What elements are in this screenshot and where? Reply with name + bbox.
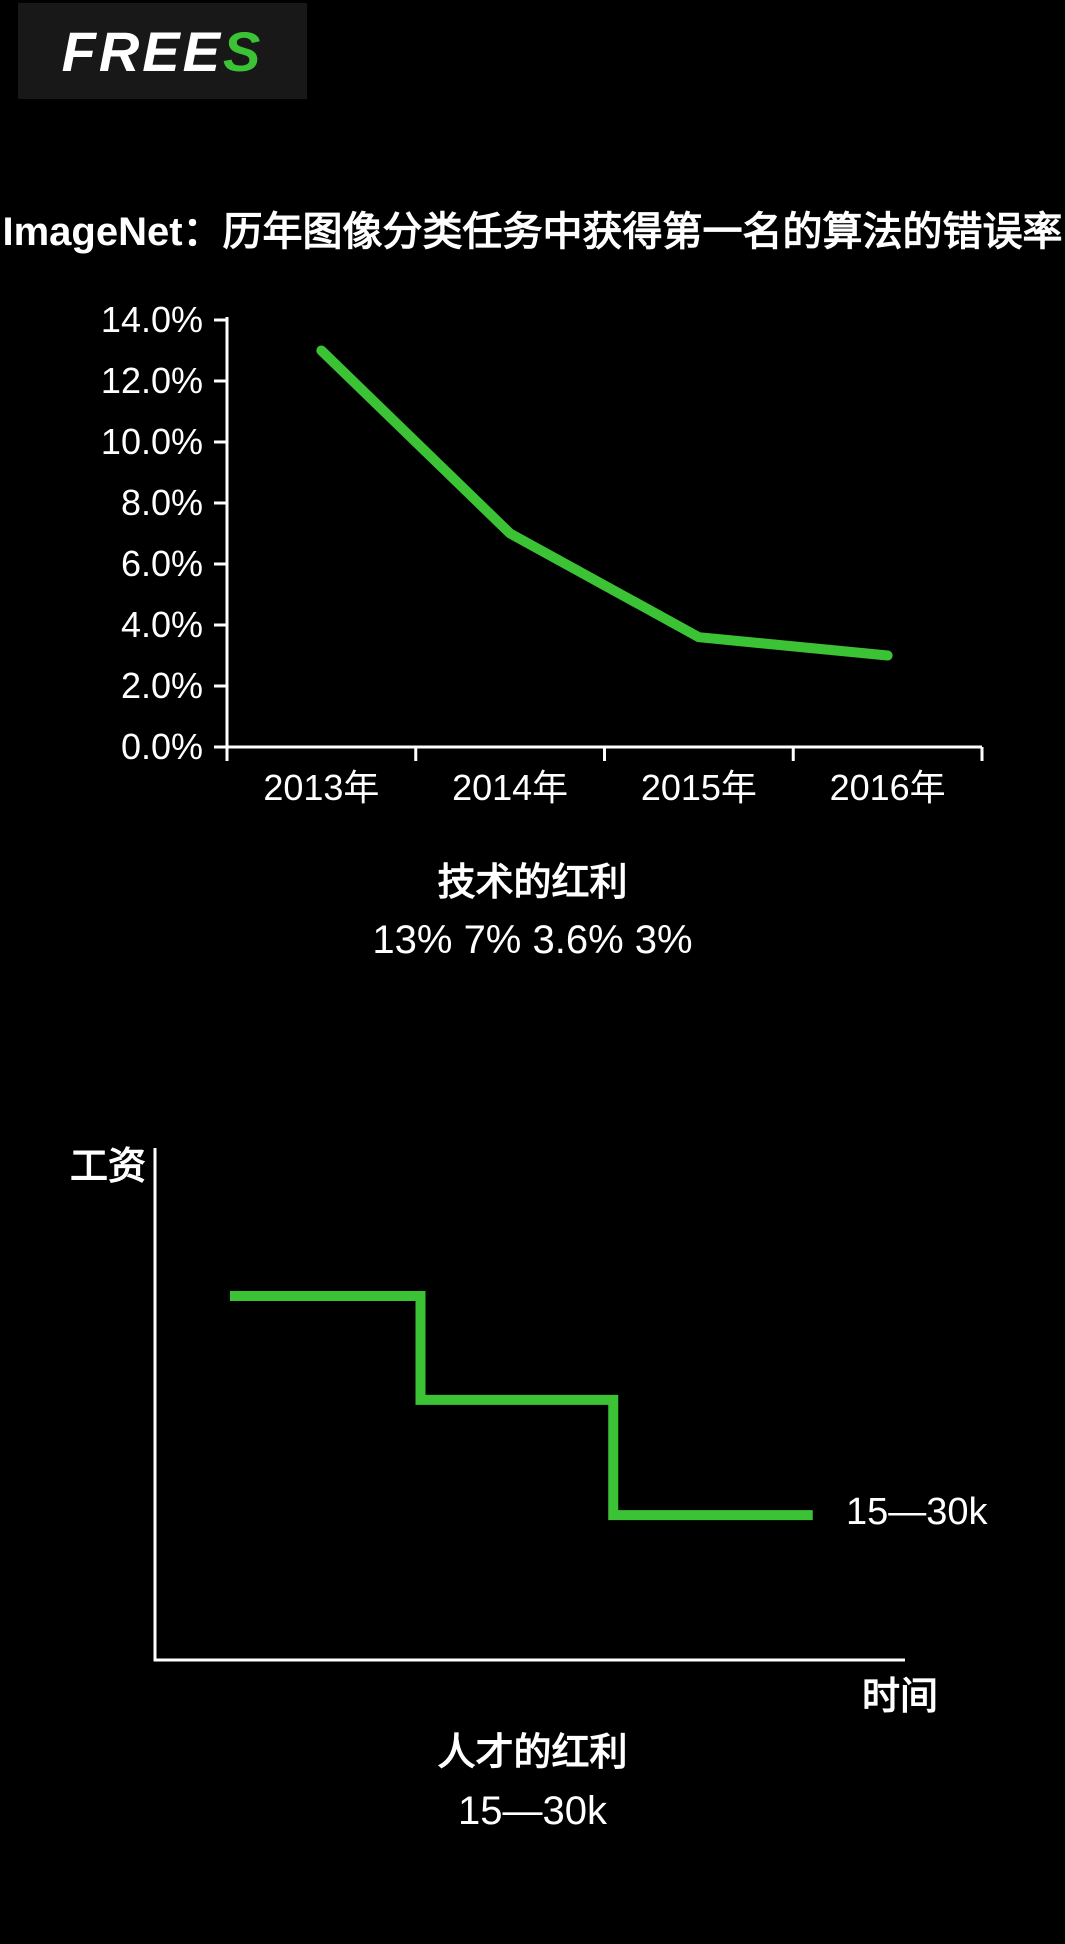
chart2-salary-step-line <box>230 1290 813 1521</box>
chart1-y-tick-label: 14.0% <box>101 299 203 340</box>
chart1-error-rate-line <box>316 345 893 661</box>
logo-text-free: FREE <box>61 19 223 83</box>
logo-text-s: S <box>223 19 264 83</box>
chart1-y-tick-label: 12.0% <box>101 360 203 401</box>
chart1-caption-values: 13% 7% 3.6% 3% <box>372 918 693 962</box>
chart1-title: ImageNet：历年图像分类任务中获得第一名的算法的错误率 <box>2 210 1063 254</box>
chart2-line-annotation: 15—30k <box>846 1491 988 1533</box>
chart2-y-axis-label: 工资 <box>70 1146 147 1188</box>
chart1-x-tick-label: 2013年 <box>263 767 379 808</box>
chart2-x-axis-label: 时间 <box>862 1676 939 1718</box>
frees-logo: FREE S <box>18 3 307 99</box>
chart1-x-tick-label: 2015年 <box>641 767 757 808</box>
chart1-x-tick-label: 2016年 <box>830 767 946 808</box>
chart1-y-tick-label: 0.0% <box>121 726 203 767</box>
chart1-y-tick-label: 10.0% <box>101 421 203 462</box>
chart1-y-tick-label: 8.0% <box>121 482 203 523</box>
chart2-caption-values: 15—30k <box>458 1789 607 1833</box>
chart1-y-tick-label: 6.0% <box>121 543 203 584</box>
chart1-x-tick-label: 2014年 <box>452 767 568 808</box>
chart1-y-tick-label: 2.0% <box>121 665 203 706</box>
chart2-caption: 人才的红利 <box>437 1732 628 1774</box>
chart1-caption: 技术的红利 <box>437 862 628 904</box>
chart1-y-tick-label: 4.0% <box>121 604 203 645</box>
